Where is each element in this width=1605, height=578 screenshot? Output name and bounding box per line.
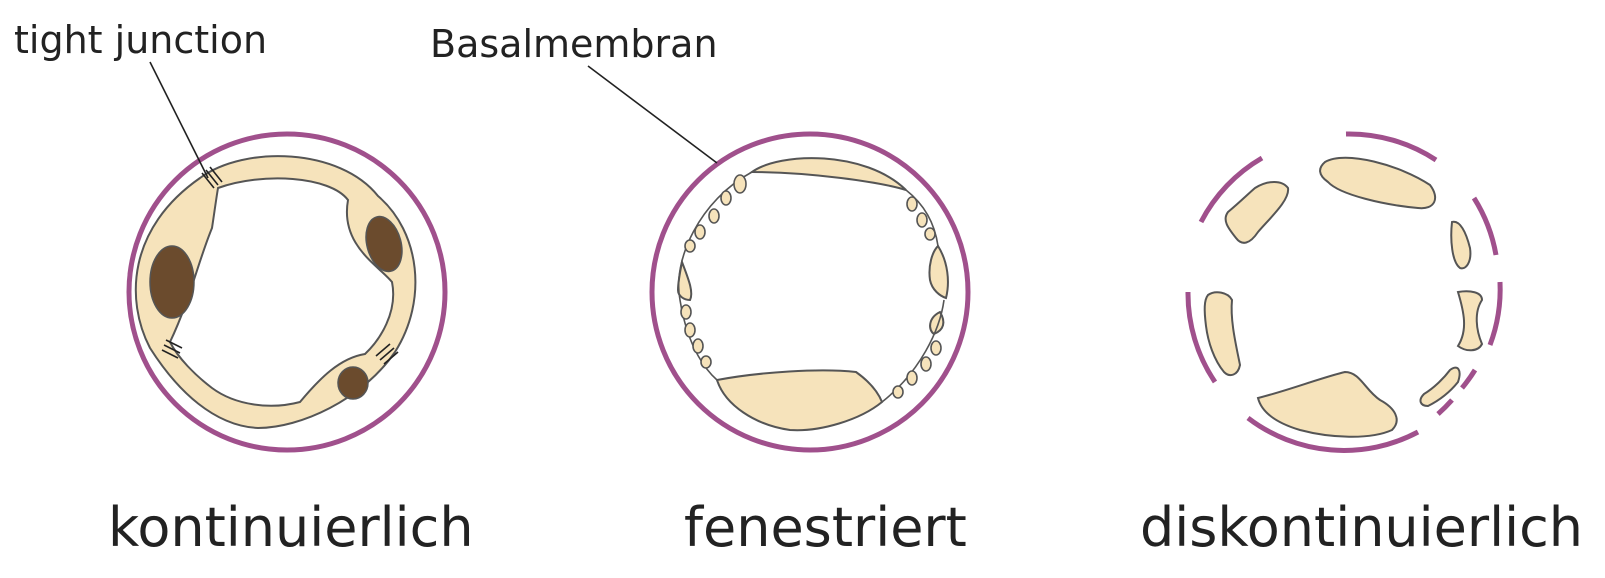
nucleus (149, 245, 195, 319)
fenestrated-capillary (587, 65, 971, 453)
tight-junction-marks (161, 166, 399, 365)
basalmembran-label: Basalmembran (430, 22, 718, 66)
endothelial-cell (748, 157, 907, 191)
kontinuierlich-label: kontinuierlich (108, 496, 474, 559)
fenestrated-wall-beads (677, 171, 945, 403)
basal-membrane-ring (649, 131, 971, 453)
fenestriert-label: fenestriert (684, 496, 967, 559)
endothelial-cell (715, 369, 884, 432)
nucleus (337, 366, 369, 400)
basalmembran-pointer (587, 65, 718, 164)
tight-junction-pointer (149, 61, 209, 179)
endothelial-cell (928, 244, 949, 300)
diskontinuierlich-label: diskontinuierlich (1140, 496, 1583, 559)
endothelial-fragments (1203, 156, 1484, 438)
nucleus (365, 215, 403, 273)
endothelial-wall (134, 155, 417, 430)
basal-membrane-ring (126, 131, 448, 453)
discontinuous-capillary (1185, 131, 1503, 453)
broken-basal-membrane (1185, 131, 1503, 453)
tight-junction-label: tight junction (14, 18, 268, 62)
continuous-capillary (126, 61, 448, 453)
